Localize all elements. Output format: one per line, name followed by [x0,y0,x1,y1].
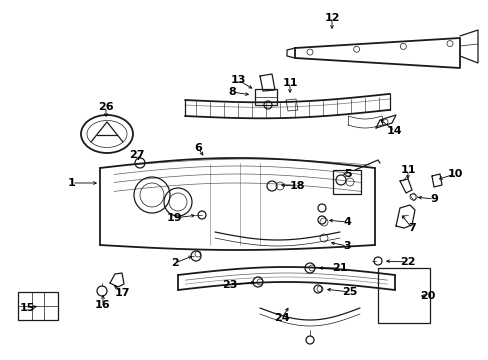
Bar [254,89,276,105]
Text: 2: 2 [171,258,179,268]
Text: 12: 12 [324,13,339,23]
Text: 18: 18 [289,181,304,191]
Text: 17: 17 [114,288,129,298]
Text: 5: 5 [344,169,351,179]
Text: 15: 15 [19,303,35,313]
Text: 13: 13 [230,75,245,85]
Bar [332,170,360,194]
Text: 20: 20 [420,291,435,301]
Text: 11: 11 [400,165,415,175]
Text: 25: 25 [342,287,357,297]
Text: 4: 4 [343,217,350,227]
Text: 27: 27 [129,150,144,160]
Text: 8: 8 [228,87,235,97]
Text: 10: 10 [447,169,462,179]
Text: 23: 23 [222,280,237,290]
Text: 9: 9 [429,194,437,204]
Text: 11: 11 [282,78,297,88]
Text: 24: 24 [274,313,289,323]
Text: 22: 22 [400,257,415,267]
Text: 7: 7 [407,223,415,233]
Bar [18,292,58,320]
Text: 26: 26 [98,102,114,112]
Text: 1: 1 [68,178,76,188]
Text: 21: 21 [331,263,347,273]
Text: 19: 19 [166,213,182,223]
Text: 6: 6 [194,143,202,153]
Bar [377,268,429,323]
Text: 3: 3 [343,241,350,251]
Text: 16: 16 [95,300,111,310]
Text: 14: 14 [386,126,402,136]
